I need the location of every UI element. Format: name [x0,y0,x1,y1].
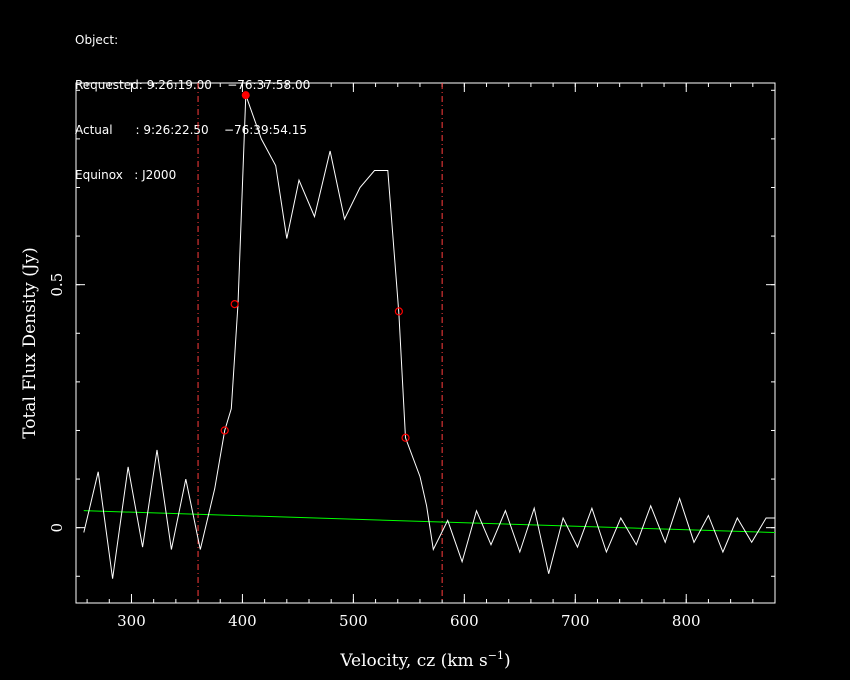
x-tick-label: 400 [228,612,257,630]
edge-marker [220,426,229,435]
object-header: Object: Requested: 9:26:19.00 −76:37:58.… [75,3,310,198]
y-tick-label: 0 [48,523,66,533]
edge-marker [401,433,410,442]
y-tick-label: 0.5 [48,273,66,297]
plot-axes [75,82,776,604]
spectrum-line [83,94,775,579]
plot-frame [75,82,776,604]
x-tick-label: 500 [339,612,368,630]
peak-marker [241,91,250,100]
object-line: Object: [75,33,119,47]
plot-labels: 300 400 500 600 700 800 0 0.5 Velocity, cz (km s… [20,247,701,671]
x-tick-label: 300 [117,612,146,630]
edge-marker [394,307,403,316]
plot-marks [83,83,776,603]
equinox-line: Equinox : J2000 [75,168,177,182]
x-axis-title: Velocity, cz (km s−1) [339,649,510,671]
requested-coordinates: Requested: 9:26:19.00 −76:37:58.00 [75,78,311,92]
x-tick-label: 600 [450,612,479,630]
edge-marker [230,300,239,309]
y-axis-title: Total Flux Density (Jy) [20,247,40,439]
x-tick-label: 700 [561,612,590,630]
x-tick-label: 800 [672,612,701,630]
